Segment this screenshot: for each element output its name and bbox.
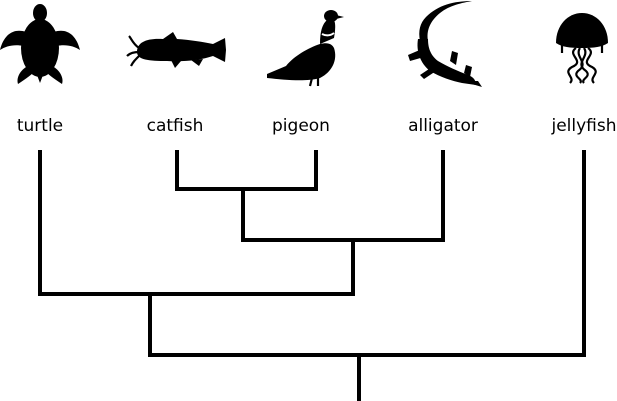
taxon-label-jellyfish: jellyfish: [550, 116, 616, 136]
branch-catfish-pigeon-alligator: [241, 150, 445, 242]
alligator-icon: [408, 1, 482, 87]
catfish-icon: [126, 32, 226, 68]
branch-root-jellyfish: [148, 150, 586, 357]
taxon-label-catfish: catfish: [147, 116, 204, 136]
branch-catfish-pigeon: [175, 150, 318, 191]
taxon-label-alligator: alligator: [408, 116, 478, 136]
branch-turtle-clade: [38, 150, 355, 296]
taxon-label-pigeon: pigeon: [272, 116, 330, 136]
taxon-label-turtle: turtle: [17, 116, 63, 136]
turtle-icon: [0, 4, 80, 84]
pigeon-icon: [267, 10, 344, 87]
jellyfish-icon: [556, 13, 608, 84]
